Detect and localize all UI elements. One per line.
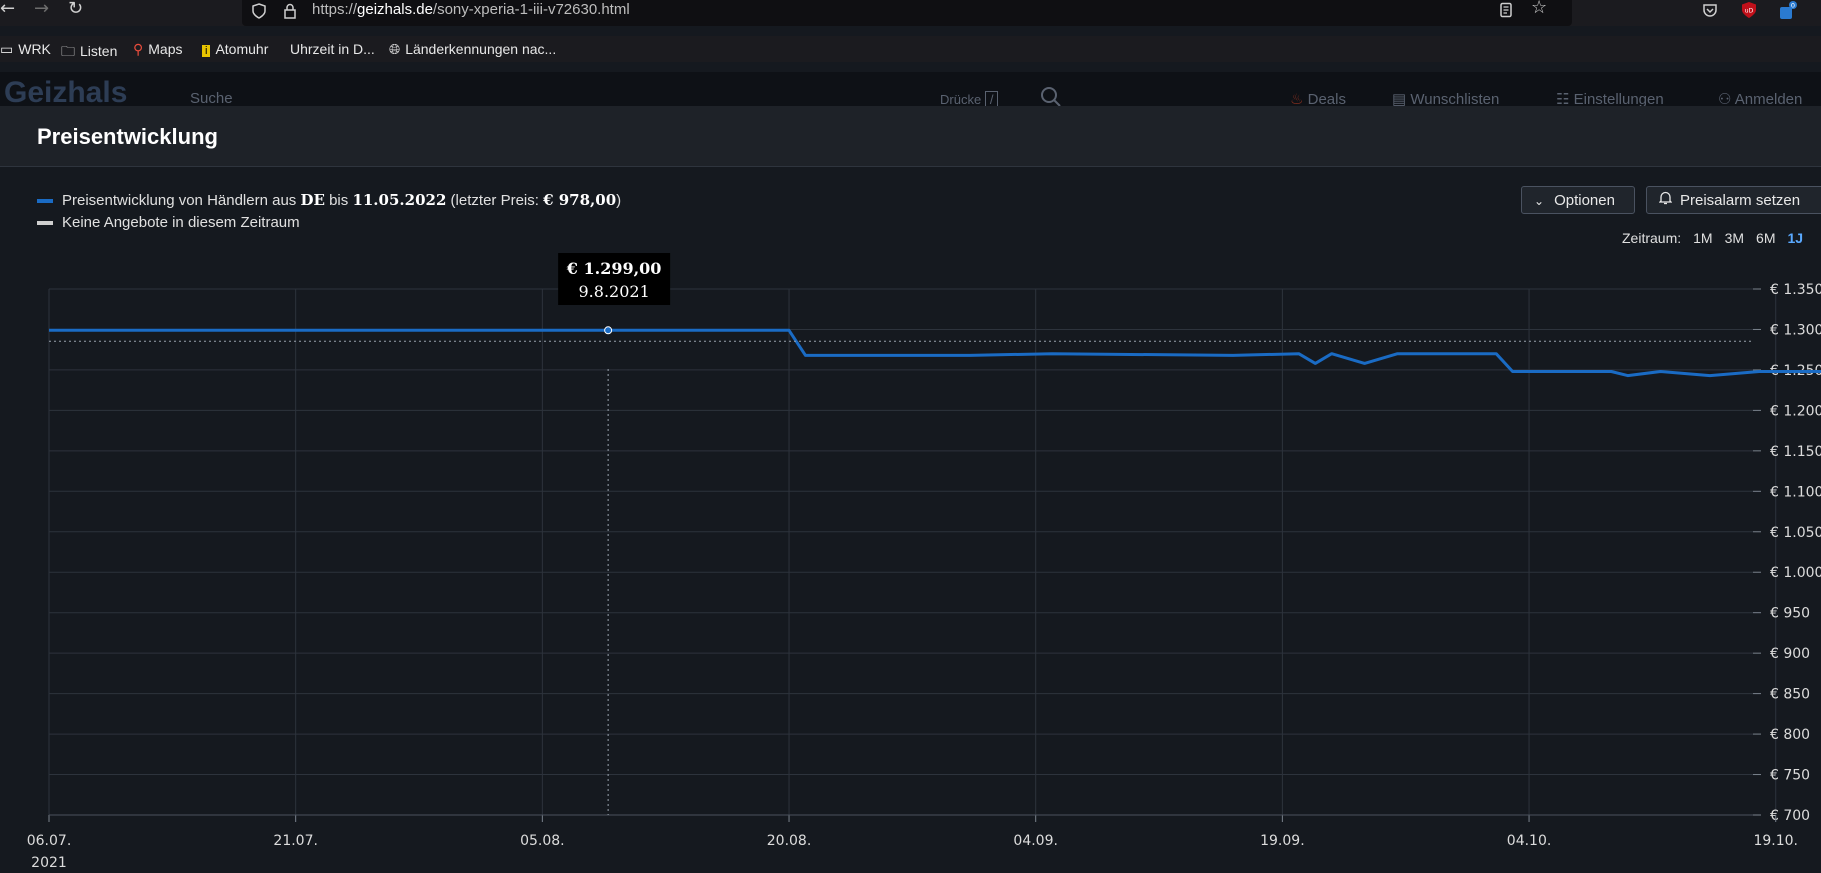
y-tick-label: € 1.100 — [1770, 484, 1821, 500]
search-shortcut-hint: Drücke / — [940, 91, 999, 108]
extension-icon[interactable]: 0 — [1778, 1, 1798, 24]
x-tick-label: 06.07. — [27, 833, 72, 849]
site-logo[interactable]: Geizhals — [4, 76, 128, 108]
zeitraum-1j[interactable]: 1J — [1787, 230, 1804, 246]
x-tick-label: 19.09. — [1260, 833, 1305, 849]
x-tick-label: 20.08. — [767, 833, 812, 849]
price-chart[interactable]: € 1.350€ 1.300€ 1.250€ 1.200€ 1.150€ 1.1… — [0, 106, 1821, 873]
bookmark-uhrzeit[interactable]: Uhrzeit in D... — [290, 41, 375, 57]
legend-item-no-offers[interactable]: Keine Angebote in diesem Zeitraum — [37, 214, 300, 231]
y-tick-label: € 1.300 — [1770, 322, 1821, 338]
y-tick-label: € 900 — [1770, 646, 1810, 662]
svg-text:uD: uD — [1745, 8, 1754, 15]
shield-icon[interactable] — [252, 3, 266, 22]
reader-view-icon[interactable] — [1498, 2, 1514, 21]
folder-icon: 🗀 — [61, 43, 75, 59]
browser-toolbar: ← → ↻ https://geizhals.de/sony-xperia-1-… — [0, 0, 1821, 26]
x-tick-label: 04.09. — [1013, 833, 1058, 849]
x-tick-label: 04.10. — [1507, 833, 1552, 849]
bookmark-atomuhr[interactable]: i Atomuhr — [202, 41, 268, 57]
nav-deals[interactable]: ♨ Deals — [1290, 91, 1346, 108]
lock-icon[interactable] — [283, 3, 297, 22]
back-icon[interactable]: ← — [0, 0, 16, 19]
zeitraum-3m[interactable]: 3M — [1724, 230, 1745, 246]
zeitraum-selector: Zeitraum: 1M 3M 6M 1J — [1622, 230, 1803, 246]
price-history-modal: Preisentwicklung Preisentwicklung von Hä… — [0, 106, 1821, 873]
bookmark-maps[interactable]: ⚲ Maps — [133, 41, 183, 57]
y-tick-label: € 1.050 — [1770, 525, 1821, 541]
options-button[interactable]: ⌄ Optionen — [1521, 186, 1635, 214]
flame-icon: ♨ — [1290, 91, 1304, 108]
modal-title: Preisentwicklung — [37, 124, 218, 149]
legend-swatch-no-offers — [37, 221, 53, 226]
bookmarks-bar: ▭ WRK 🗀 Listen ⚲ Maps i Atomuhr Uhrzeit in D… — [0, 36, 1821, 62]
search-input[interactable]: Suche — [190, 90, 233, 107]
hover-indicator — [49, 326, 1753, 815]
chevron-down-icon: ⌄ — [1534, 194, 1545, 208]
tooltip-date: 9.8.2021 — [579, 282, 650, 301]
zeitraum-label: Zeitraum: — [1622, 230, 1682, 246]
bookmark-listen[interactable]: 🗀 Listen — [61, 41, 117, 65]
search-icon[interactable] — [1040, 86, 1062, 108]
y-tick-label: € 800 — [1770, 727, 1810, 743]
forward-icon[interactable]: → — [34, 0, 50, 19]
map-pin-icon: ⚲ — [133, 41, 144, 57]
url-text: https://geizhals.de/sony-xperia-1-iii-v7… — [312, 1, 630, 18]
y-tick-label: € 750 — [1770, 768, 1810, 784]
price-tooltip: € 1.299,00 9.8.2021 — [558, 253, 671, 305]
zeitraum-1m[interactable]: 1M — [1693, 230, 1713, 246]
y-tick-label: € 1.200 — [1770, 403, 1821, 419]
zeitraum-6m[interactable]: 6M — [1756, 230, 1776, 246]
x-tick-label: 19.10. — [1753, 833, 1798, 849]
nav-wunschlisten[interactable]: ▤ Wunschlisten — [1392, 91, 1500, 108]
x-tick-label: 05.08. — [520, 833, 565, 849]
x-tick-label: 21.07. — [273, 833, 318, 849]
legend-swatch-price — [37, 199, 53, 204]
globe-icon: 🌐︎ — [389, 41, 401, 57]
legend-item-price[interactable]: Preisentwicklung von Händlern aus DE bis… — [37, 191, 621, 209]
price-alarm-button[interactable]: Preisalarm setzen — [1646, 186, 1821, 214]
bell-icon — [1658, 187, 1673, 215]
reload-icon[interactable]: ↻ — [68, 0, 84, 19]
y-tick-label: € 1.350 — [1770, 282, 1821, 298]
site-header: Geizhals Suche Drücke / ♨ Deals ▤ Wunsch… — [0, 72, 1821, 108]
y-tick-label: € 850 — [1770, 687, 1810, 703]
sliders-icon: ☷ — [1556, 91, 1570, 108]
folder-icon: ▭ — [0, 41, 14, 57]
x-year-label: 2021 — [31, 855, 67, 871]
y-tick-label: € 1.150 — [1770, 444, 1821, 460]
modal-header: Preisentwicklung — [0, 106, 1821, 167]
star-icon[interactable]: ☆ — [1531, 0, 1548, 18]
address-bar[interactable] — [242, 0, 1572, 26]
tooltip-price: € 1.299,00 — [566, 259, 662, 278]
svg-text:0: 0 — [1791, 2, 1795, 10]
user-icon: ⚇ — [1718, 91, 1732, 108]
bookmark-wrk[interactable]: ▭ WRK — [0, 41, 51, 57]
info-icon: i — [202, 45, 211, 57]
y-tick-label: € 1.000 — [1770, 565, 1821, 581]
ublock-icon[interactable]: uD — [1741, 1, 1757, 22]
bookmark-laenderkennungen[interactable]: 🌐︎ Länderkennungen nac... — [389, 41, 557, 57]
y-tick-label: € 700 — [1770, 808, 1810, 824]
pocket-icon[interactable] — [1702, 2, 1718, 21]
list-icon: ▤ — [1392, 91, 1407, 108]
nav-einstellungen[interactable]: ☷ Einstellungen — [1556, 91, 1664, 108]
y-tick-label: € 950 — [1770, 606, 1810, 622]
nav-anmelden[interactable]: ⚇ Anmelden — [1718, 91, 1803, 108]
